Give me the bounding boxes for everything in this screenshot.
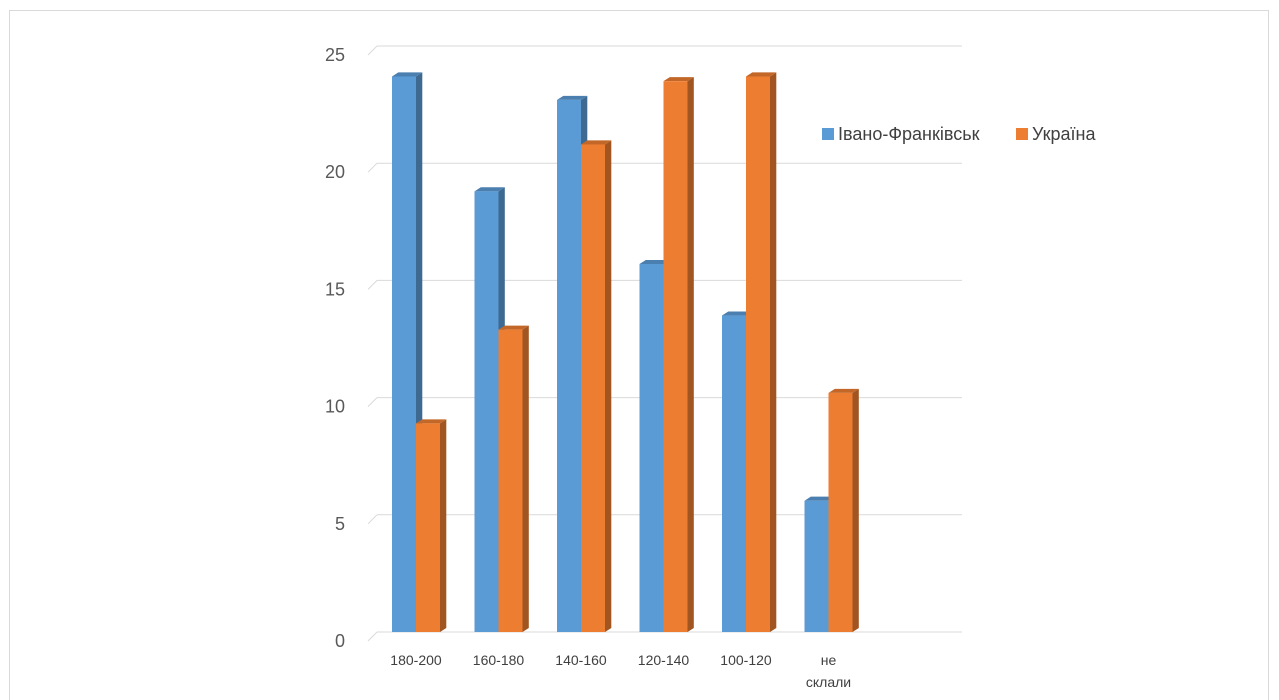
y-axis: 0 5 10 15 20 25 [325,45,345,651]
legend-item: Івано-Франківськ [822,124,980,144]
bars [392,72,859,633]
y-tick-label: 15 [325,279,345,299]
bar-ukraine [828,388,859,632]
x-tick-label: 160-180 [473,652,525,668]
bar-ukraine [746,72,777,633]
y-tick-label: 25 [325,45,345,65]
gridline-diag [367,397,378,407]
y-tick-label: 20 [325,162,345,182]
chart-frame [9,10,1269,700]
bar-ukraine [498,325,529,632]
y-tick-label: 0 [335,631,345,651]
legend-label: Івано-Франківськ [838,124,980,144]
legend-item: Україна [1016,124,1096,144]
bar-ukraine [581,140,612,632]
y-tick-label: 5 [335,514,345,534]
gridline-diag [367,280,378,290]
x-tick-label: не склали [806,652,851,690]
bar-ukraine [663,77,694,633]
legend-swatch [822,128,834,140]
legend-swatch [1016,128,1028,140]
bar-ivano-frankivsk [474,187,505,632]
gridline-diag [367,45,378,56]
x-tick-label: 120-140 [638,652,690,668]
gridline-diag [367,162,378,173]
legend-label: Україна [1032,124,1096,144]
gridline-diag [367,514,378,525]
bar-ukraine [416,419,447,632]
gridline-diag [367,631,378,642]
x-tick-label: 100-120 [720,652,772,668]
x-axis: 180-200 160-180 140-160 120-140 100-120 не скл… [390,652,851,690]
x-tick-label: 140-160 [555,652,607,668]
bar-ivano-frankivsk [392,72,423,633]
legend: Івано-Франківськ Україна [822,124,1096,144]
y-tick-label: 10 [325,397,345,417]
x-tick-label: 180-200 [390,652,442,668]
